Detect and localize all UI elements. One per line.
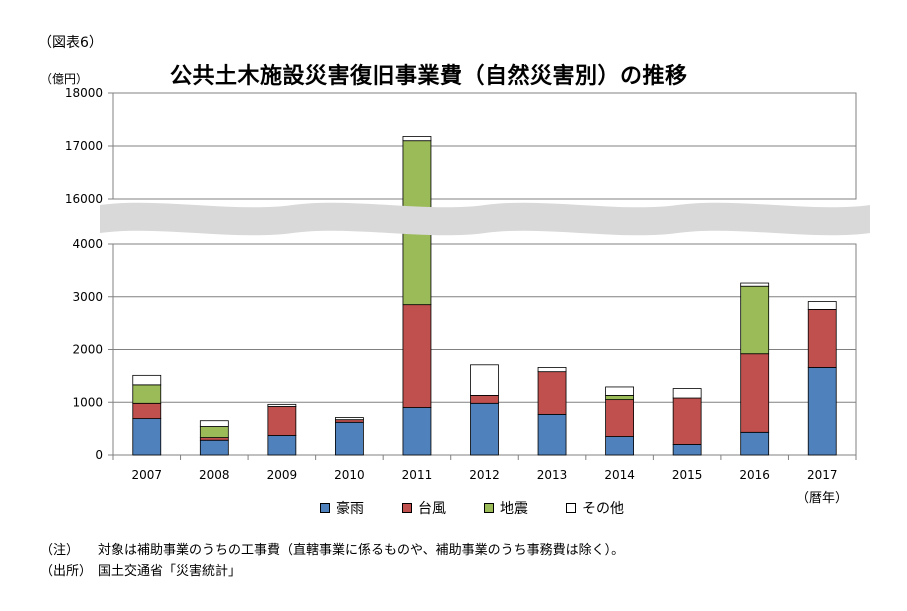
x-tick-label: 2011 [402, 468, 433, 482]
source-label: （出所） [40, 564, 93, 579]
x-tick-label: 2014 [604, 468, 635, 482]
x-tick-label: 2008 [199, 468, 230, 482]
bar-2010-3 [335, 417, 364, 421]
x-tick-label: 2015 [672, 468, 703, 482]
bar-2017-1 [807, 309, 837, 368]
bar-2014-2 [605, 394, 634, 401]
bar-2017-0 [807, 367, 837, 456]
bar-2014-1 [605, 399, 634, 437]
legend: 豪雨 台風 地震 その他 [320, 498, 624, 518]
axis-break [100, 202, 870, 236]
x-tick-label: 2016 [739, 468, 770, 482]
legend-label-sonota: その他 [582, 501, 624, 517]
bar-2009-1 [267, 406, 297, 436]
bar-2011-3 [402, 136, 432, 142]
bar-2016-1 [740, 353, 770, 433]
x-tick-label: 2017 [807, 468, 838, 482]
y-tick-label: 2000 [72, 343, 103, 357]
bar-2009-3 [267, 403, 297, 407]
bar-2015-3 [672, 388, 702, 399]
bars [132, 136, 837, 456]
bar-2010-0 [335, 421, 364, 456]
chart-title: 公共土木施設災害復旧事業費（自然災害別）の推移 [170, 64, 688, 89]
bar-2017-3 [807, 301, 837, 310]
source-text: 国土交通省「災害統計」 [98, 564, 242, 579]
bar-2015-0 [672, 444, 702, 456]
source-line: （出所） 国土交通省「災害統計」 [40, 560, 241, 579]
legend-swatch-gou [320, 503, 330, 513]
x-tick-label: 2012 [469, 468, 500, 482]
legend-item-gou: 豪雨 [320, 498, 364, 518]
legend-item-sonota: その他 [566, 498, 624, 518]
legend-swatch-taifu [402, 503, 412, 513]
legend-swatch-jishin [484, 503, 494, 513]
x-tick-label: 2007 [131, 468, 162, 482]
legend-item-jishin: 地震 [484, 498, 528, 518]
bar-2013-1 [537, 371, 567, 415]
bar-2008-2 [199, 426, 229, 438]
bar-2016-0 [740, 431, 770, 456]
x-unit-label: （暦年） [796, 491, 849, 506]
bar-2016-2 [740, 285, 770, 355]
x-tick-label: 2010 [334, 468, 365, 482]
axis-break-band [100, 202, 870, 236]
bar-2007-2 [132, 384, 162, 404]
bar-2015-1 [672, 397, 702, 445]
tick-labels: 0 1000 2000 3000 4000 16000 17000 18000 2007 2008… [65, 86, 838, 482]
y-tick-label: 0 [95, 448, 103, 462]
gridlines [108, 92, 857, 460]
y-unit-label: （億円） [40, 72, 89, 86]
note-label: （注） [40, 543, 80, 558]
bar-2007-3 [132, 374, 162, 386]
bar-2007-1 [132, 402, 162, 420]
bar-2011-1 [402, 304, 432, 408]
legend-label-gou: 豪雨 [336, 501, 364, 517]
legend-label-jishin: 地震 [500, 501, 528, 517]
x-tick-label: 2009 [267, 468, 298, 482]
legend-item-taifu: 台風 [402, 498, 446, 518]
bar-2013-0 [537, 413, 567, 456]
bar-2014-3 [605, 386, 634, 396]
bar-2009-0 [267, 435, 297, 456]
bar-2008-3 [199, 420, 229, 427]
bar-2008-0 [199, 439, 229, 456]
y-tick-label: 18000 [65, 86, 103, 100]
bar-2007-0 [132, 418, 162, 456]
y-tick-label: 4000 [72, 237, 103, 251]
legend-swatch-sonota [566, 503, 576, 513]
bar-2013-3 [537, 367, 567, 373]
bar-2012-3 [470, 364, 499, 396]
bar-2012-0 [470, 402, 499, 456]
bar-2014-0 [605, 436, 634, 456]
legend-label-taifu: 台風 [418, 501, 446, 517]
y-tick-label: 17000 [65, 139, 103, 153]
bar-2016-3 [740, 282, 770, 287]
note-text: 対象は補助事業のうちの工事費（直轄事業に係るものや、補助事業のうち事務費は除く）… [98, 543, 625, 558]
bar-2011-0 [402, 407, 432, 456]
note-line: （注） 対象は補助事業のうちの工事費（直轄事業に係るものや、補助事業のうち事務費は… [40, 539, 624, 558]
bar-2012-1 [470, 394, 499, 404]
y-tick-label: 3000 [72, 290, 103, 304]
y-tick-label: 1000 [72, 395, 103, 409]
y-tick-label: 16000 [65, 192, 103, 206]
x-tick-label: 2013 [537, 468, 568, 482]
figure-label: （図表6） [38, 35, 103, 51]
